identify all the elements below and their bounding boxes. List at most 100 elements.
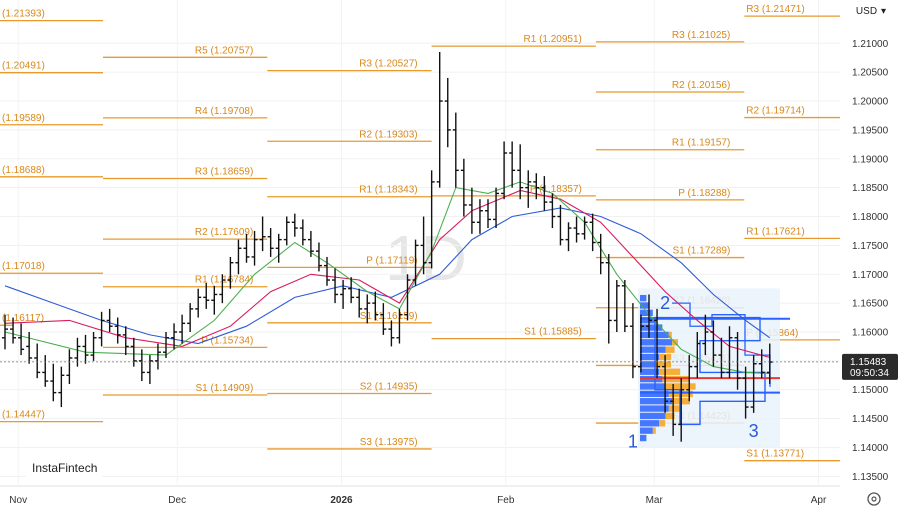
pivot-label: S1 (1.15885) — [524, 327, 582, 338]
ohlc-bar — [605, 254, 612, 344]
ohlc-bar — [646, 294, 652, 338]
price-tick-label: 1.15000 — [852, 385, 889, 396]
pivot-label: R1 (1.20951) — [524, 34, 582, 45]
current-price-box — [842, 353, 898, 380]
ohlc-bar — [428, 170, 435, 269]
ohlc-bar — [726, 326, 733, 379]
pivot-label: S3 (1.13975) — [360, 437, 418, 448]
ohlc-bar — [18, 323, 25, 356]
ohlc-bar — [629, 303, 636, 379]
ohlc-bar — [34, 343, 41, 379]
ohlc-bar — [315, 242, 322, 272]
ohlc-bar — [460, 158, 467, 217]
pivot-label: P (1.18288) — [678, 188, 730, 199]
ohlc-bar — [138, 349, 145, 382]
ohlc-bar — [452, 112, 459, 188]
ohlc-bar — [275, 233, 282, 263]
ohlc-bar — [251, 230, 258, 266]
ohlc-bar — [485, 199, 491, 229]
ohlc-bar — [283, 216, 290, 246]
ohlc-bar — [662, 355, 669, 413]
ohlc-bar — [211, 285, 218, 315]
wave-label: 1 — [628, 431, 638, 451]
price-tick-label: 1.19000 — [852, 154, 889, 165]
ohlc-bar — [654, 308, 661, 379]
gear-icon[interactable] — [867, 492, 881, 506]
ohlc-bar — [235, 239, 242, 275]
price-tick-label: 1.19500 — [852, 125, 889, 136]
price-tick-label: 1.17000 — [852, 270, 889, 281]
pivot-label: R5 (1.20757) — [195, 45, 253, 56]
profile-bar-blue — [640, 420, 660, 427]
price-tick-label: 1.13500 — [852, 472, 889, 483]
ohlc-bar — [710, 320, 717, 367]
pivot-label: R3 (1.21025) — [672, 30, 730, 41]
pivot-label: S1 (1.17289) — [672, 246, 730, 257]
ohlc-bar — [589, 213, 596, 252]
ohlc-bar — [324, 256, 330, 286]
ohlc-bar — [163, 331, 169, 358]
wave-label: 3 — [749, 421, 759, 441]
profile-bar-blue — [640, 427, 653, 434]
ohlc-bar — [396, 308, 403, 344]
ohlc-bar — [356, 288, 363, 318]
ohlc-bar — [364, 294, 371, 324]
profile-bar-blue — [640, 434, 647, 442]
ohlc-bar — [26, 331, 33, 364]
price-tick-label: 1.14000 — [852, 443, 889, 454]
ohlc-bar — [291, 213, 298, 237]
currency-label: USD — [855, 5, 878, 17]
current-price-time: 09:50:34 — [850, 368, 889, 379]
ohlc-bar — [388, 320, 395, 347]
time-axis[interactable]: Nov Dec 2026 Feb Mar Apr — [9, 495, 827, 506]
ohlc-bar — [670, 383, 677, 436]
ohlc-bars — [2, 51, 773, 442]
ohlc-bar — [573, 216, 580, 243]
ohlc-bar — [106, 308, 113, 332]
ohlc-bar — [557, 204, 564, 246]
ohlc-bar — [348, 277, 355, 304]
ohlc-bar — [412, 239, 419, 286]
settings-button[interactable] — [867, 492, 881, 506]
ohlc-bar — [718, 337, 725, 379]
pivot-label: R3 (1.20527) — [359, 59, 417, 70]
ohlc-bar — [597, 233, 604, 275]
ma-slow-line — [4, 207, 771, 345]
profile-bar-blue — [640, 294, 647, 302]
pivot-label: R3 (1.18659) — [195, 166, 253, 177]
ohlc-bar — [267, 228, 274, 257]
ohlc-bar — [130, 337, 137, 367]
pivot-label: R1 (1.19157) — [672, 138, 730, 149]
price-tick-label: 1.16500 — [852, 299, 889, 310]
currency-selector[interactable]: USD ▾ — [846, 2, 896, 20]
ohlc-bar — [98, 311, 105, 347]
pivot-label: R2 (1.17609) — [195, 227, 253, 238]
price-tick-label: 1.14500 — [852, 414, 889, 425]
brand-logo: InstaFintech — [26, 456, 102, 478]
pivot-label: (1.17018) — [2, 261, 45, 272]
ohlc-bar — [259, 216, 266, 252]
profile-bar-orange — [656, 361, 671, 368]
ohlc-bar — [90, 331, 97, 361]
value-area-outline — [654, 316, 766, 426]
profile-bar-orange — [668, 331, 672, 339]
wave-annotations: 1 2 3 — [628, 293, 759, 452]
ohlc-bar — [380, 303, 387, 335]
pivot-label: R2 (1.19303) — [359, 129, 417, 140]
pivot-label: R3 (1.21471) — [746, 4, 804, 15]
pivot-label: (1.14447) — [2, 410, 45, 421]
profile-bar-orange — [668, 405, 681, 412]
profile-bar-blue — [640, 390, 669, 398]
price-tick-label: 1.20000 — [852, 97, 889, 108]
ohlc-bar — [541, 176, 548, 211]
ohlc-bar — [476, 199, 483, 234]
profile-bar-blue — [640, 412, 666, 420]
ohlc-bar — [154, 343, 161, 370]
ohlc-bar — [122, 326, 129, 356]
price-axis[interactable]: 1.21000 1.20500 1.20000 1.19500 1.19000 1.185… — [840, 0, 900, 510]
ohlc-bar — [678, 378, 685, 442]
pivot-label: S1 (1.14909) — [195, 383, 253, 394]
pivot-label: (1.20491) — [2, 61, 45, 72]
ohlc-bar — [621, 280, 628, 332]
